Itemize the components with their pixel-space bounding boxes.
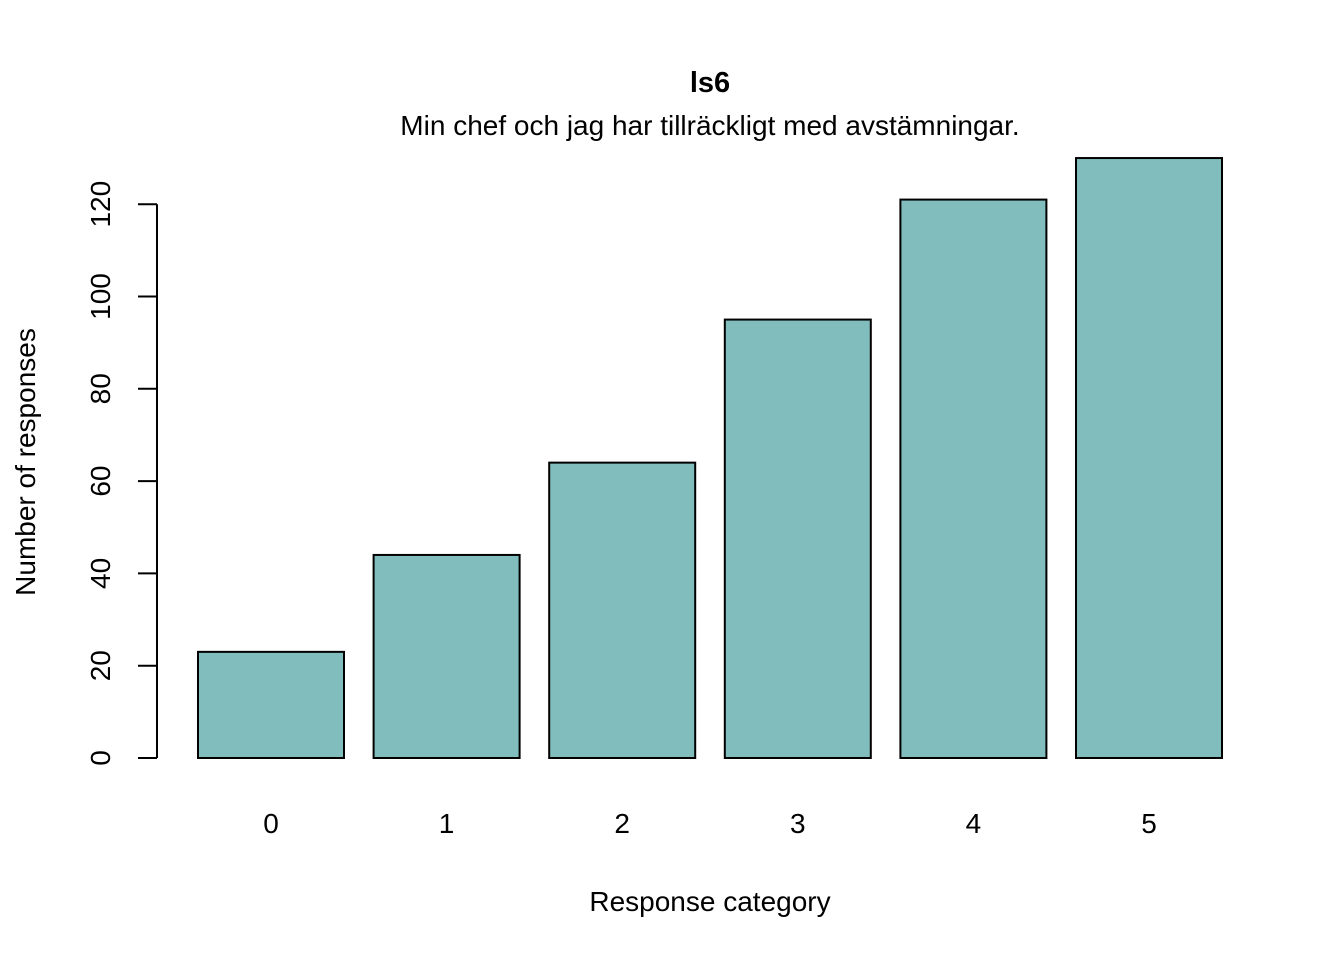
bar-2: [548, 461, 697, 759]
y-tick-label: 20: [85, 650, 116, 681]
bar-4: [899, 198, 1048, 759]
chart-title: ls6: [690, 67, 730, 99]
x-tick-label: 1: [439, 808, 455, 839]
x-axis-label: Response category: [589, 886, 830, 917]
bar-0: [197, 650, 345, 759]
chart-subtitle: Min chef och jag har tillräckligt med av…: [400, 110, 1019, 141]
x-tick-label: 2: [614, 808, 630, 839]
bar-3: [723, 318, 872, 759]
y-tick-label: 100: [85, 273, 116, 320]
y-tick-label: 120: [85, 181, 116, 228]
bar-5: [1075, 157, 1223, 760]
y-axis: 0 20 40 60 80 100 120: [85, 181, 158, 766]
x-tick-label: 4: [966, 808, 982, 839]
bar-1: [372, 553, 521, 759]
x-tick-label: 0: [263, 808, 279, 839]
y-axis-label: Number of responses: [10, 328, 41, 596]
y-tick-label: 60: [85, 466, 116, 497]
y-tick-label: 0: [85, 750, 116, 766]
y-tick-label: 40: [85, 558, 116, 589]
x-tick-label: 5: [1141, 808, 1157, 839]
y-tick-label: 80: [85, 373, 116, 404]
x-tick-labels: 0 1 2 3 4 5: [263, 808, 1157, 839]
bars-group: [197, 157, 1223, 760]
x-tick-label: 3: [790, 808, 806, 839]
